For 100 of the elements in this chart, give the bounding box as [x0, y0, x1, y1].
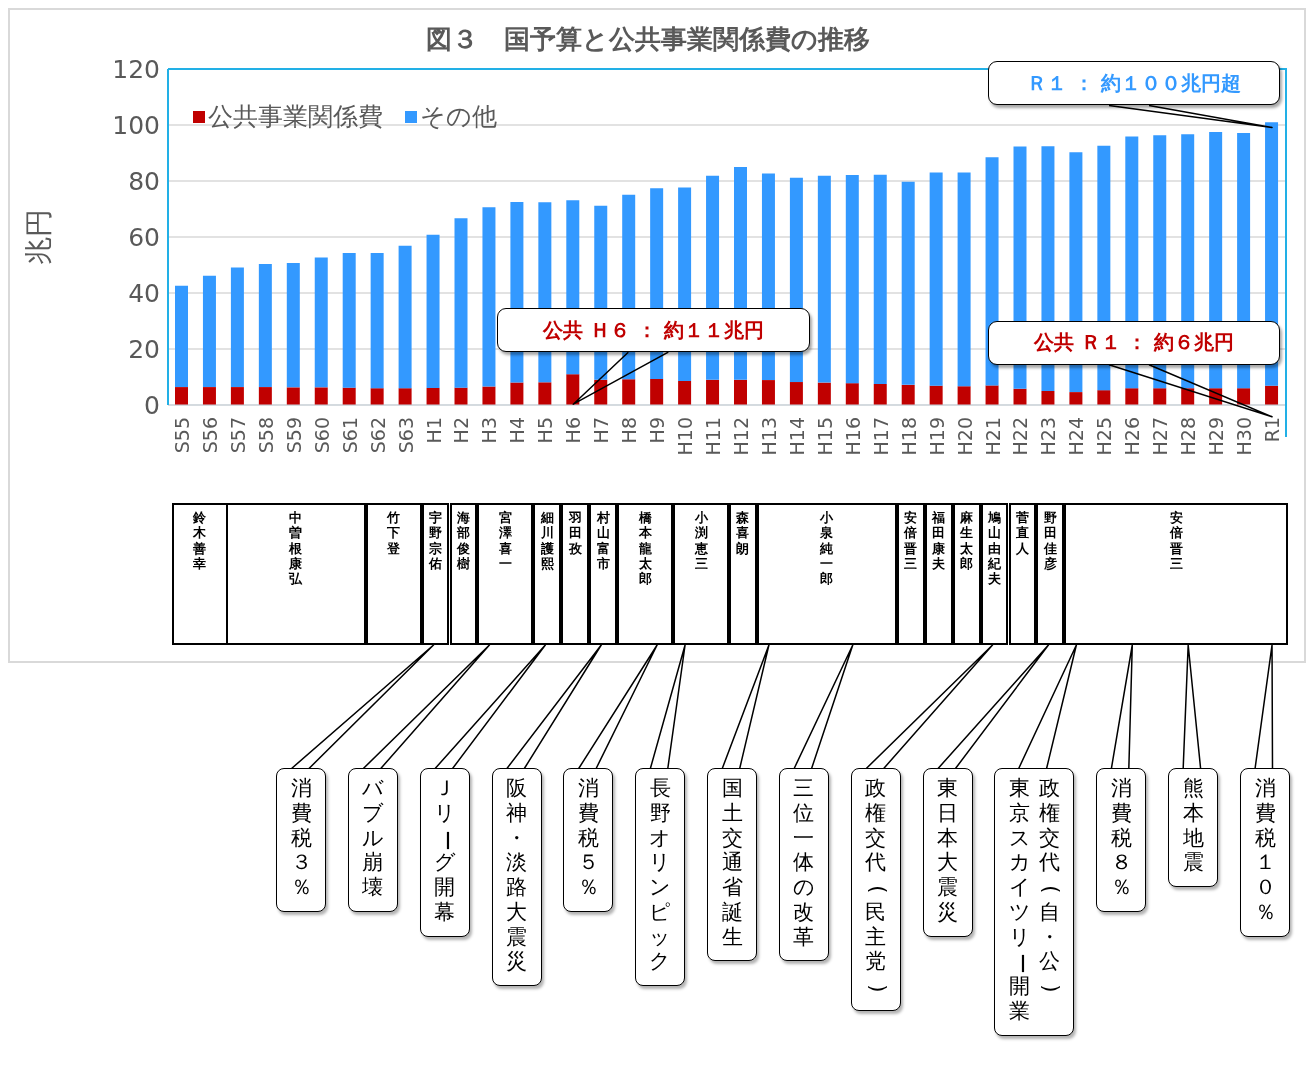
bar	[398, 388, 412, 405]
bar	[1041, 391, 1055, 405]
x-tick-label: S58	[254, 417, 277, 454]
x-tick-label: H27	[1149, 417, 1172, 456]
x-tick-label: H23	[1037, 417, 1060, 456]
legend-label: 公共事業関係費	[208, 101, 383, 133]
text: 熊本地震	[1182, 776, 1204, 875]
bar	[175, 285, 188, 388]
x-tick-label: S57	[226, 417, 249, 454]
x-tick-label: S59	[282, 417, 305, 454]
x-tick-label: H2	[450, 417, 473, 444]
x-tick-label: H26	[1121, 417, 1144, 456]
x-tick-label: S55	[170, 417, 193, 454]
bar	[929, 385, 943, 405]
text: 三位一体の改革	[792, 776, 815, 949]
x-tick-label: H13	[757, 417, 780, 456]
text: 長野オリンピック	[649, 776, 672, 974]
text: 羽田孜	[568, 510, 582, 556]
x-tick-label: H10	[674, 417, 697, 456]
x-tick-label: H29	[1205, 417, 1228, 456]
text: 政権交代(自・公)	[1038, 776, 1064, 993]
y-tick-label: 80	[128, 166, 160, 196]
x-tick-label: H22	[1009, 417, 1032, 456]
bar	[957, 172, 971, 387]
text: Ｊリーグ開幕	[433, 776, 460, 924]
annotation: Ｒ１ ： 約１００兆円超	[1027, 69, 1241, 97]
bar	[1097, 390, 1111, 405]
text: 宮澤喜一	[498, 510, 512, 571]
text: 橋本龍太郎	[638, 510, 652, 587]
bar	[901, 181, 915, 385]
bar	[901, 384, 915, 405]
text: 消費税１０％	[1254, 776, 1276, 924]
x-tick-label: S62	[366, 417, 389, 454]
x-tick-label: S63	[394, 417, 417, 454]
text: 竹下登	[387, 510, 401, 556]
x-tick-label: H24	[1065, 417, 1088, 456]
x-tick-label: H21	[981, 417, 1004, 456]
x-tick-label: H3	[478, 417, 501, 444]
bar	[706, 379, 720, 405]
bar	[734, 379, 747, 405]
text: 東京スカイツリー開業	[1008, 776, 1035, 1023]
bar	[873, 174, 887, 384]
bar	[566, 374, 580, 405]
x-tick-label: H4	[506, 417, 529, 444]
bar	[482, 386, 496, 405]
bar	[286, 387, 300, 405]
text: 鈴木善幸	[193, 510, 207, 571]
bar	[426, 387, 440, 405]
x-tick-label: H20	[953, 417, 976, 456]
text: 政権交代(民主党)	[865, 776, 891, 993]
bar	[286, 263, 300, 388]
text: 細川護熙	[540, 510, 554, 571]
bar	[845, 175, 859, 384]
x-tick-label: H6	[562, 417, 585, 444]
text: 野田佳彦	[1043, 510, 1057, 571]
x-tick-label: H25	[1093, 417, 1116, 456]
text: 海部俊樹	[456, 510, 470, 571]
y-tick-label: 100	[112, 110, 160, 140]
x-tick-label: H16	[841, 417, 864, 456]
annotation: 公共 Ｒ１ ： 約６兆円	[1033, 329, 1235, 357]
bar	[258, 387, 272, 405]
bar	[1069, 392, 1083, 405]
y-tick-label: 20	[128, 334, 160, 364]
text: 中曽根康弘	[289, 510, 303, 587]
bar	[929, 172, 943, 386]
bar	[342, 252, 356, 388]
x-tick-label: S60	[310, 417, 333, 454]
text: 福田康夫	[932, 510, 946, 571]
bar	[1237, 388, 1251, 405]
bar	[230, 387, 244, 405]
x-tick-label: H30	[1233, 417, 1256, 456]
bar	[314, 257, 328, 388]
x-tick-label: H1	[422, 417, 445, 444]
bar	[985, 385, 999, 405]
x-tick-label: H28	[1177, 417, 1200, 456]
bar	[370, 252, 384, 389]
x-tick-label: H11	[702, 417, 725, 456]
bar	[370, 388, 384, 405]
bar	[1125, 388, 1139, 405]
bar	[1265, 385, 1279, 405]
x-tick-label: H9	[646, 417, 669, 444]
bar	[510, 382, 524, 405]
chart-title: 図３ 国予算と公共事業関係費の推移	[426, 24, 870, 54]
bar	[230, 267, 244, 388]
bar	[454, 218, 468, 388]
x-tick-label: H12	[729, 417, 752, 456]
text: 消費税３％	[290, 776, 312, 900]
y-tick-label: 60	[128, 222, 160, 252]
bar	[202, 275, 216, 388]
bar	[202, 387, 216, 405]
x-tick-label: S56	[198, 417, 221, 454]
bar	[1013, 388, 1027, 405]
text: 消費税８％	[1110, 776, 1132, 900]
y-tick-label: 120	[112, 54, 160, 84]
y-axis-title: 兆円	[21, 209, 55, 265]
bar	[1153, 388, 1167, 405]
bar	[873, 384, 887, 405]
x-tick-label: H5	[534, 417, 557, 444]
text: 宇野宗佑	[429, 510, 442, 571]
bar	[789, 382, 803, 405]
